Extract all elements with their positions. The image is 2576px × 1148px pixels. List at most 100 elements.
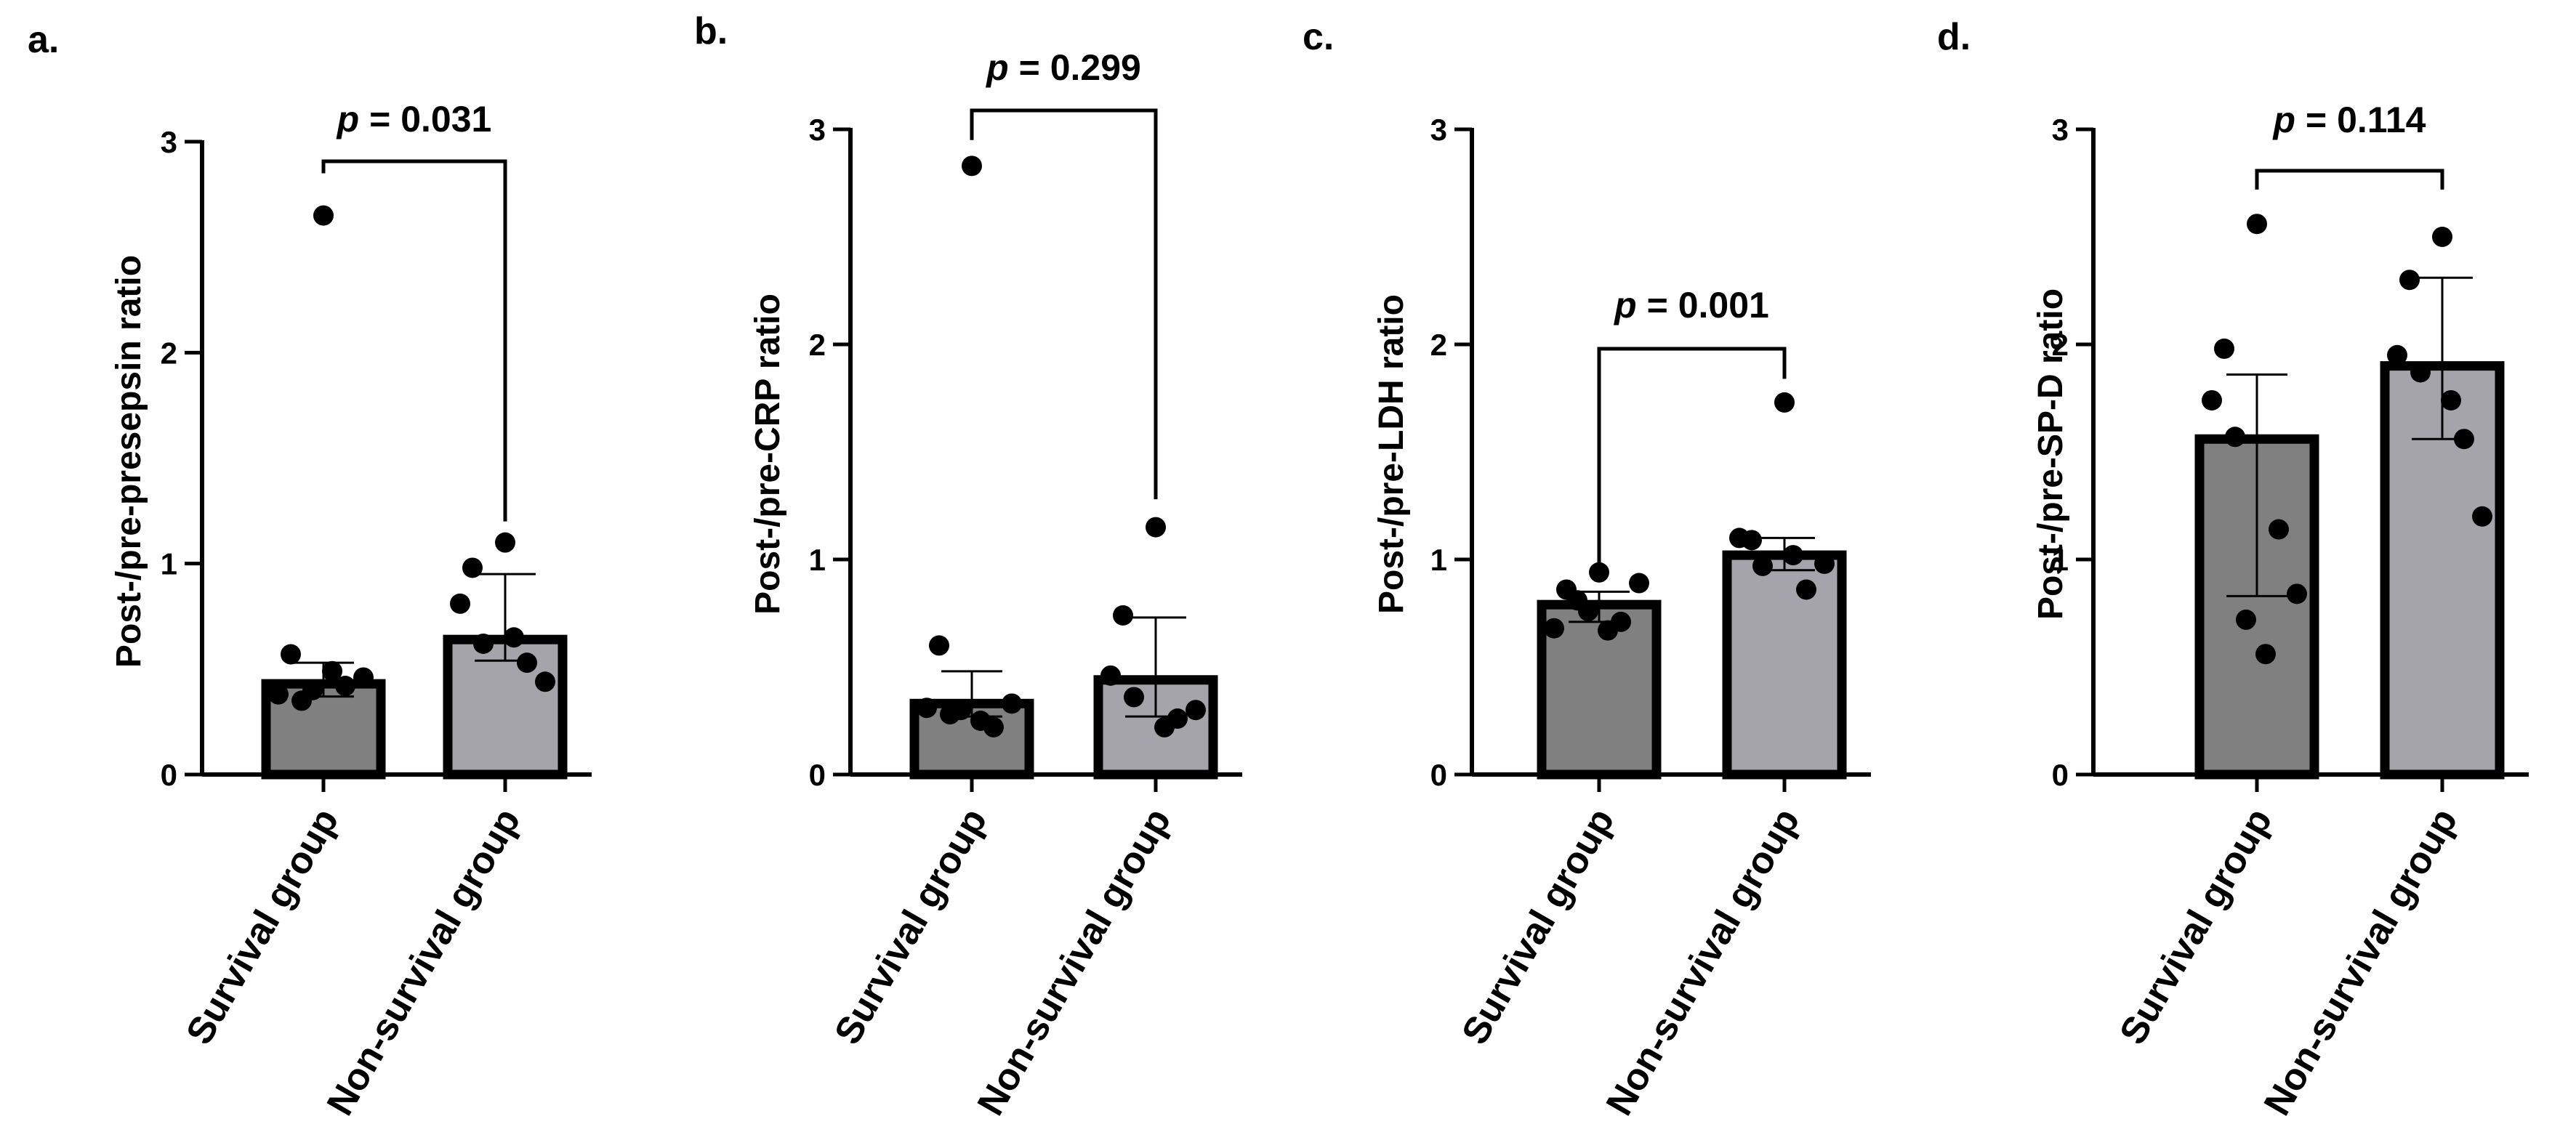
data-point [2202, 389, 2222, 411]
y-tick-label: 3 [161, 125, 177, 159]
data-point [462, 557, 483, 578]
category-label: Non-survival group [2256, 801, 2466, 1123]
data-point [313, 205, 334, 226]
significance-bracket [1597, 347, 1787, 564]
significance-bracket [321, 159, 507, 522]
p-value-symbol: p [336, 99, 360, 140]
y-tick-label: 0 [809, 758, 826, 792]
data-point [1146, 517, 1166, 538]
data-point [495, 532, 515, 553]
chart-panel-d: d. 0 1 2 3 Post-/pre-SP-D ratio Survival group… [1937, 16, 2529, 1123]
data-point [2410, 362, 2431, 383]
data-point [450, 593, 470, 614]
y-axis-title: Post-/pre-LDH ratio [1372, 294, 1411, 614]
y-tick-label: 1 [161, 547, 177, 581]
p-value-text: = 0.114 [2295, 100, 2426, 140]
data-point [1154, 716, 1175, 737]
p-value-label: p = 0.031 [336, 99, 492, 140]
y-tick-label: 0 [1430, 758, 1447, 792]
data-point [1629, 573, 1649, 594]
p-value-symbol: p [2272, 100, 2296, 140]
category-label: Non-survival group [970, 801, 1180, 1123]
data-point [281, 644, 301, 665]
bar [1722, 550, 1847, 780]
y-axis-title: Post-/pre-presepsin ratio [110, 255, 148, 668]
data-point [1598, 620, 1618, 641]
chart-panel-a: a. 0 1 2 3 Post-/pre-presepsin ratio Survival … [28, 19, 592, 1123]
p-value-label: p = 0.001 [1613, 285, 1769, 326]
data-point [2472, 506, 2492, 527]
panel-label: a. [28, 19, 59, 61]
y-tick-label: 3 [809, 113, 826, 147]
significance-bracket [970, 108, 1158, 500]
y-tick-label: 2 [809, 328, 826, 362]
data-point [1544, 618, 1564, 639]
data-point [2269, 519, 2289, 540]
data-point [1186, 700, 1206, 721]
data-point [473, 633, 494, 654]
data-point [504, 627, 524, 648]
data-point [322, 660, 342, 682]
data-point [535, 671, 555, 692]
p-value-symbol: p [1613, 285, 1637, 326]
data-point [2255, 644, 2276, 665]
category-label: Survival group [178, 801, 347, 1051]
chart-panel-b: b. 0 1 2 3 Post-/pre-CRP ratio Survival groupN… [694, 10, 1242, 1123]
category-label: Survival group [1454, 801, 1622, 1051]
data-point [1124, 687, 1144, 708]
data-point [1752, 555, 1773, 576]
data-point [951, 700, 971, 721]
panel-label: b. [694, 10, 728, 52]
y-tick-label: 1 [809, 543, 826, 577]
data-point [1729, 527, 1750, 549]
data-point [517, 652, 537, 674]
p-value-text: = 0.299 [1009, 47, 1141, 88]
data-point [1578, 601, 1598, 622]
p-value-symbol: p [985, 47, 1009, 88]
data-point [1113, 605, 1133, 626]
significance-bracket [2255, 169, 2444, 190]
category-label: Non-survival group [319, 801, 529, 1123]
y-axis-title: Post-/pre-CRP ratio [749, 294, 787, 615]
y-tick-label: 0 [2052, 758, 2069, 792]
data-point [353, 667, 374, 688]
data-point [2287, 583, 2307, 605]
data-point [268, 684, 289, 705]
y-tick-label: 2 [161, 336, 177, 370]
data-point [1783, 545, 1803, 566]
y-tick-label: 3 [2052, 113, 2069, 147]
panel-label: c. [1303, 16, 1334, 58]
data-point [2387, 344, 2407, 365]
data-point [302, 679, 323, 700]
data-point [917, 698, 937, 719]
y-tick-label: 1 [1430, 543, 1447, 577]
data-point [2225, 427, 2245, 448]
p-value-label: p = 0.114 [2272, 100, 2426, 140]
data-point [335, 676, 355, 697]
data-point [970, 711, 991, 731]
data-point [2399, 270, 2420, 291]
data-point [2432, 227, 2452, 247]
p-value-label: p = 0.299 [985, 47, 1141, 88]
panel-label: d. [1937, 16, 1971, 58]
category-label: Non-survival group [1598, 801, 1808, 1123]
y-tick-label: 0 [161, 758, 177, 792]
category-label: Survival group [826, 801, 995, 1051]
data-point [1774, 392, 1795, 413]
data-point [2214, 338, 2234, 359]
data-point [2247, 214, 2267, 235]
chart-panel-c: c. 0 1 2 3 Post-/pre-LDH ratio Survival groupN… [1303, 16, 1871, 1123]
category-label: Survival group [2112, 801, 2280, 1051]
data-point [2454, 429, 2474, 450]
data-point [929, 635, 949, 656]
y-tick-label: 2 [2052, 328, 2069, 362]
y-axis-title: Post-/pre-SP-D ratio [2032, 288, 2070, 620]
p-value-text: = 0.001 [1637, 285, 1769, 326]
data-point [2441, 389, 2461, 411]
data-point [1589, 562, 1609, 583]
y-tick-label: 1 [2052, 543, 2069, 577]
p-value-text: = 0.031 [359, 99, 491, 140]
data-point [1814, 553, 1835, 574]
data-point [1100, 665, 1121, 686]
